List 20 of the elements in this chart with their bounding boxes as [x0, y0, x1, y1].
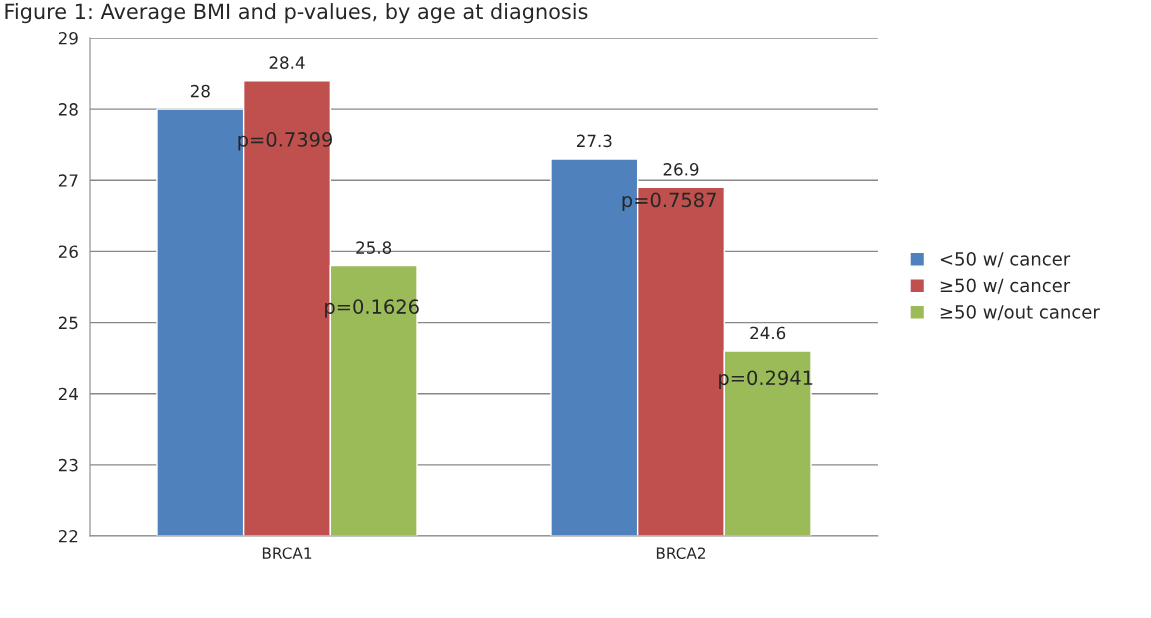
legend-label: ≥50 w/ cancer [940, 278, 1071, 294]
x-tick-label: BRCA1 [262, 547, 312, 559]
data-label: 24.6 [750, 326, 786, 340]
y-tick-label: 25 [58, 316, 78, 330]
y-tick-label: 28 [58, 103, 78, 116]
data-label: 28 [190, 84, 210, 98]
data-label: 25.8 [356, 241, 392, 254]
y-tick-label: 27 [58, 174, 78, 187]
data-label: 28.4 [269, 56, 305, 69]
x-tick-label: BRCA2 [656, 547, 706, 559]
y-tick-label: 22 [58, 529, 78, 543]
y-tick-label: 29 [58, 31, 78, 45]
y-tick-label: 24 [58, 387, 78, 401]
y-tick-label: 23 [58, 458, 78, 472]
data-label: 26.9 [663, 163, 699, 176]
y-tick-label: 26 [58, 245, 78, 258]
legend-label: ≥50 w/out cancer [940, 305, 1100, 321]
legend-label: <50 w/ cancer [940, 252, 1071, 268]
data-label: 27.3 [576, 134, 612, 148]
chart-title: Figure 1: Average BMI and p-values, by age at diagnosis [5, 3, 588, 24]
